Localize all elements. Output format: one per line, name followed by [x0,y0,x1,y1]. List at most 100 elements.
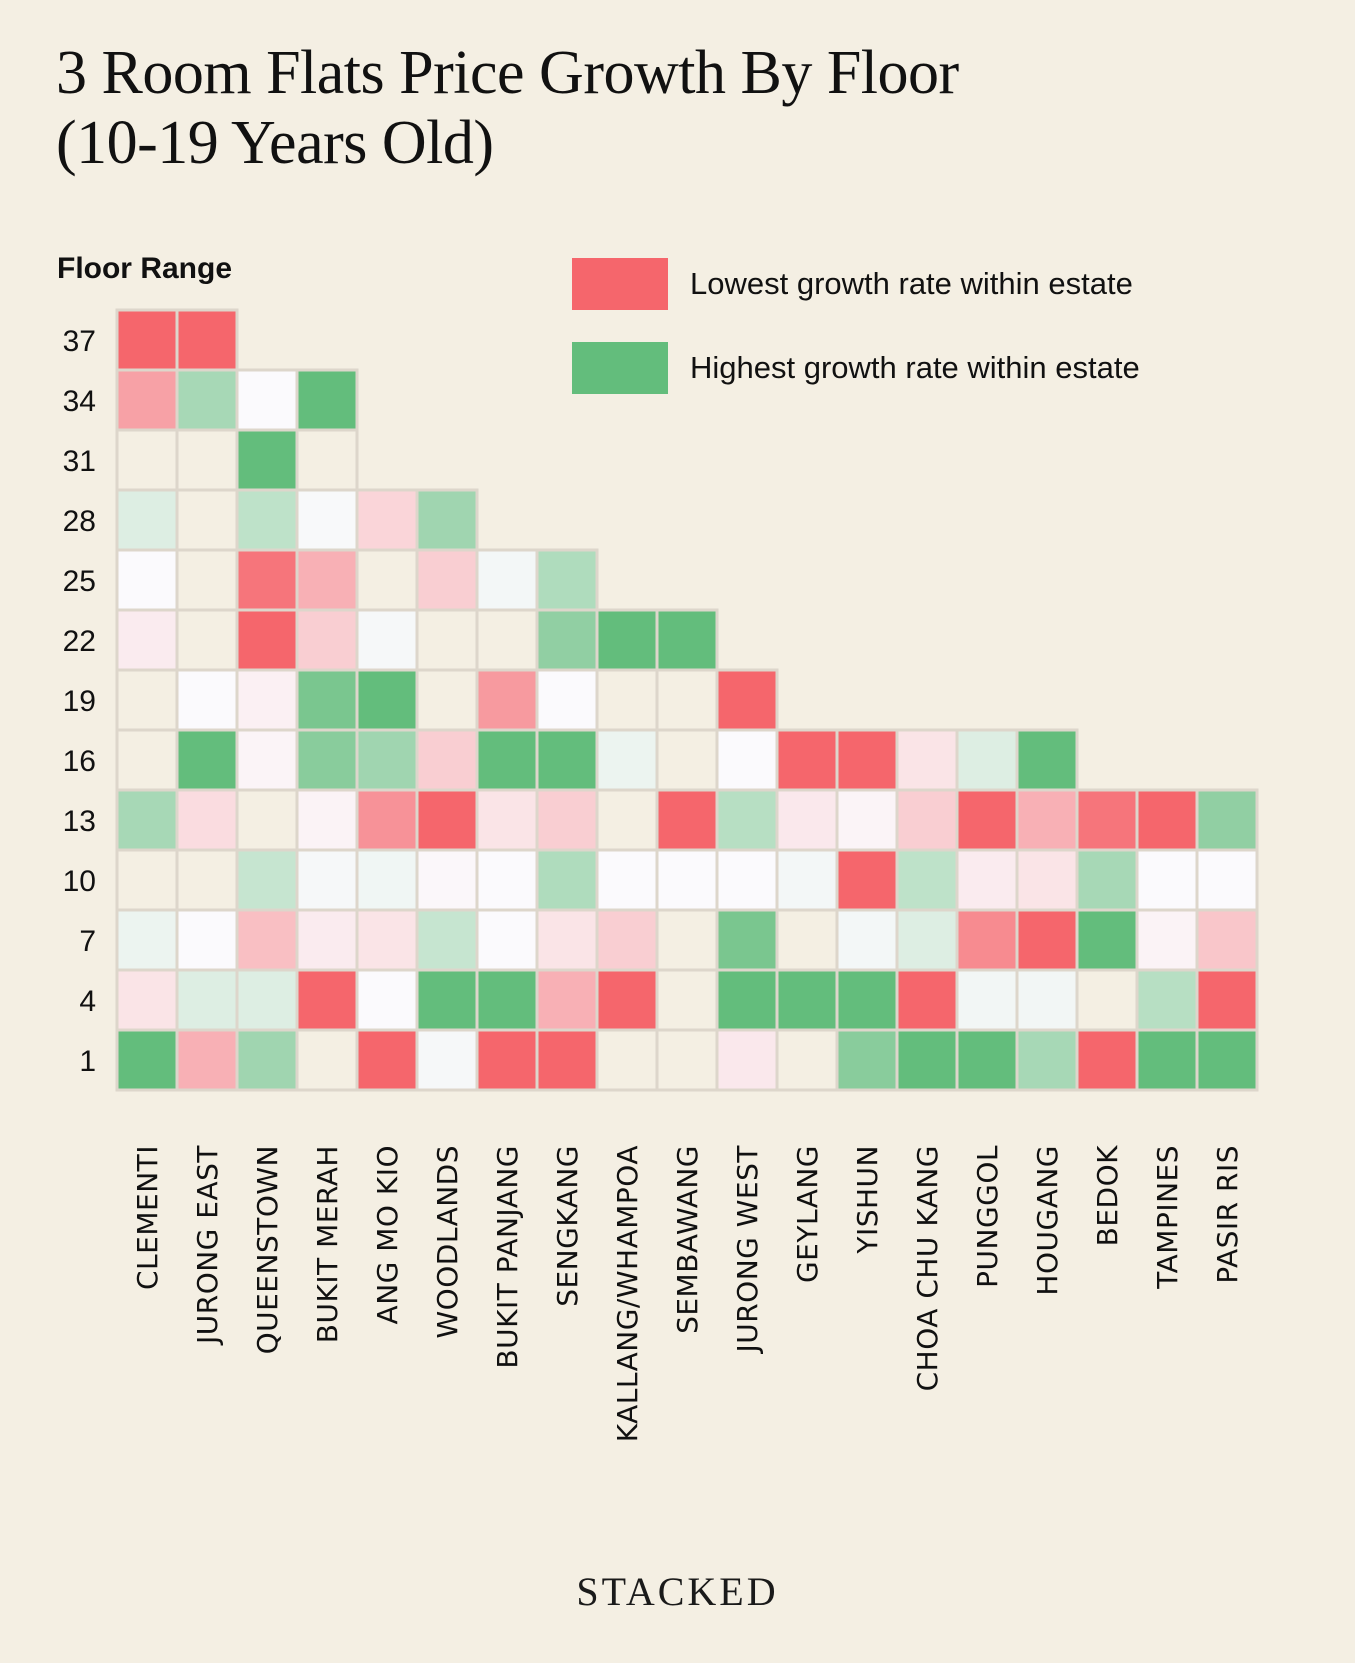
heatmap-cell [598,851,656,909]
legend-swatch-highest [572,342,668,394]
heatmap-cell [778,1031,836,1089]
heatmap-cell [1018,911,1076,969]
heatmap-cell [1138,851,1196,909]
heatmap-cell [1138,791,1196,849]
heatmap-cell [1078,911,1136,969]
heatmap-cell [898,911,956,969]
heatmap-cell [718,971,776,1029]
legend-label-lowest: Lowest growth rate within estate [690,266,1133,301]
x-tick-label: KALLANG/WHAMPOA [611,1145,644,1442]
heatmap-cell [418,491,476,549]
legend-label-highest: Highest growth rate within estate [690,350,1140,385]
heatmap-cell [718,671,776,729]
heatmap-cell [118,611,176,669]
heatmap-cell [718,911,776,969]
heatmap-cell [658,791,716,849]
chart-title: 3 Room Flats Price Growth By Floor (10-1… [56,38,959,178]
heatmap-cell [118,731,176,789]
heatmap-cell [178,731,236,789]
heatmap-cell [898,731,956,789]
heatmap-cell [1078,791,1136,849]
y-tick-label: 4 [79,985,96,1018]
heatmap-cell [118,431,176,489]
heatmap-cell [178,911,236,969]
heatmap-cell [658,1031,716,1089]
heatmap-cell [958,911,1016,969]
heatmap-cell [418,671,476,729]
heatmap-cell [298,611,356,669]
heatmap-cell [1018,851,1076,909]
heatmap-cell [118,671,176,729]
heatmap-cell [418,1031,476,1089]
heatmap-cell [598,611,656,669]
heatmap-cell [178,671,236,729]
heatmap-cell [538,851,596,909]
heatmap-cell [778,851,836,909]
heatmap-cell [1078,971,1136,1029]
heatmap-cell [598,731,656,789]
x-tick-label: PASIR RIS [1211,1145,1244,1284]
x-tick-label: JURONG EAST [191,1145,224,1346]
heatmap-cell [1078,1031,1136,1089]
x-tick-label: HOUGANG [1031,1145,1064,1296]
x-tick-label: SENGKANG [551,1145,584,1307]
heatmap-cell [598,791,656,849]
heatmap-cell [178,1031,236,1089]
heatmap-cell [238,731,296,789]
heatmap-cell [538,731,596,789]
heatmap-cell [538,671,596,729]
heatmap-cell [1198,911,1256,969]
heatmap-cell [598,1031,656,1089]
y-tick-label: 13 [63,805,96,838]
heatmap-cell [118,971,176,1029]
heatmap-cell [1138,911,1196,969]
heatmap-cell [478,1031,536,1089]
heatmap-cell [898,851,956,909]
heatmap-cell [358,611,416,669]
heatmap-cell [1138,1031,1196,1089]
legend-item-lowest: Lowest growth rate within estate [572,258,1140,310]
heatmap-cell [1198,851,1256,909]
heatmap-cell [658,671,716,729]
heatmap-cell [958,971,1016,1029]
heatmap-cell [298,551,356,609]
heatmap-cell [538,791,596,849]
heatmap-cell [298,1031,356,1089]
heatmap-cell [538,1031,596,1089]
heatmap-cell [598,671,656,729]
heatmap-cell [1078,851,1136,909]
heatmap-cell [1018,731,1076,789]
heatmap-cell [118,551,176,609]
heatmap-cell [178,791,236,849]
heatmap-cell [898,971,956,1029]
x-tick-label: PUNGGOL [971,1145,1004,1288]
chart-title-line-2: (10-19 Years Old) [56,109,494,177]
heatmap-cell [118,311,176,369]
heatmap-cell [298,911,356,969]
legend-item-highest: Highest growth rate within estate [572,342,1140,394]
heatmap-cell [1198,1031,1256,1089]
heatmap-cell [238,971,296,1029]
heatmap-cell [358,551,416,609]
heatmap-cell [358,671,416,729]
heatmap-cell [178,551,236,609]
heatmap-cell [838,791,896,849]
legend: Lowest growth rate within estate Highest… [572,258,1140,426]
heatmap-cell [238,911,296,969]
heatmap-cell [538,611,596,669]
heatmap-cell [658,611,716,669]
heatmap-cell [658,731,716,789]
heatmap-cell [1018,971,1076,1029]
heatmap-cell [838,1031,896,1089]
x-tick-label: CHOA CHU KANG [911,1145,944,1391]
heatmap-cell [718,731,776,789]
heatmap-cell [178,851,236,909]
heatmap-cell [838,911,896,969]
heatmap-cell [478,611,536,669]
x-tick-label: BEDOK [1091,1145,1124,1247]
y-tick-label: 16 [63,745,96,778]
heatmap-cell [358,491,416,549]
heatmap-cell [838,851,896,909]
heatmap-cell [358,971,416,1029]
